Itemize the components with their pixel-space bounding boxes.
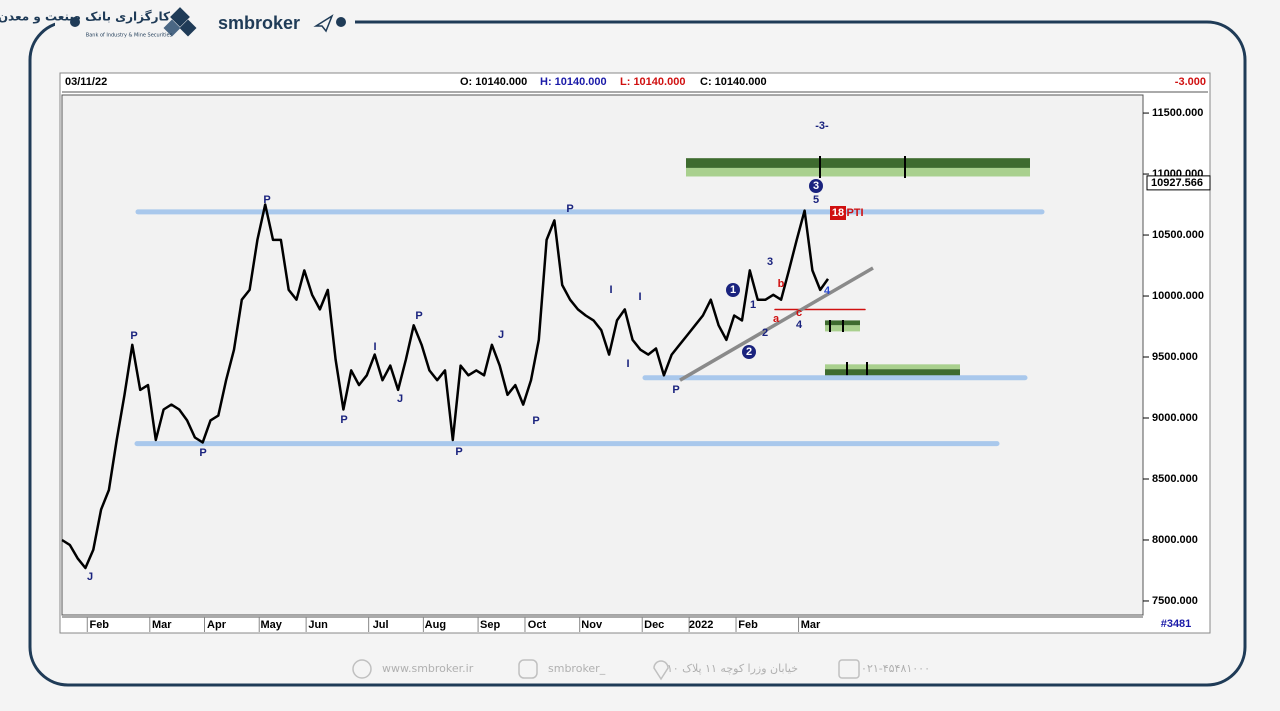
wave-label: P	[566, 203, 573, 215]
wave-label: P	[415, 310, 422, 322]
instagram: smbroker_	[548, 662, 606, 675]
frame-dot	[336, 17, 346, 27]
wave-label: 3	[767, 256, 773, 268]
chart-date: 03/11/22	[65, 76, 107, 88]
x-tick-label: Mar	[152, 619, 172, 631]
wave-label: 1	[730, 284, 736, 296]
x-tick-label: Sep	[480, 619, 500, 631]
wave-label: 18	[832, 207, 844, 219]
x-tick-label: Feb	[738, 619, 758, 631]
web-icon	[352, 659, 372, 679]
phone: ۰۲۱-۴۵۴۸۱۰۰۰	[861, 662, 930, 675]
instagram-icon	[518, 659, 538, 679]
wave-label: P	[672, 384, 679, 396]
wave-label: P	[455, 446, 462, 458]
frame-dot	[70, 17, 80, 27]
x-tick-label: Dec	[644, 619, 664, 631]
y-tick-label: 9000.000	[1152, 412, 1198, 424]
x-tick-label: Jul	[373, 619, 389, 631]
zone	[825, 364, 960, 370]
brand-english: Bank of Industry & Mine Securities	[86, 33, 173, 39]
trend-line	[679, 266, 874, 382]
y-tick-label: 11500.000	[1152, 107, 1203, 119]
zone	[686, 167, 1030, 177]
brand-plane	[313, 14, 334, 33]
ohlc-value: L: 10140.000	[620, 76, 685, 88]
address: خیابان وزرا کوچه ۱۱ پلاک ۱۰	[667, 662, 798, 675]
wave-label: I	[373, 341, 376, 353]
wave-label: 2	[762, 327, 768, 339]
website: www.smbroker.ir	[382, 662, 474, 675]
x-tick-label: Aug	[425, 619, 446, 631]
y-tick-label: 10500.000	[1152, 229, 1204, 241]
wave-label: J	[397, 393, 403, 405]
label-box	[830, 206, 846, 220]
wave-label: 1	[750, 299, 756, 311]
plot-area	[61, 94, 1144, 616]
x-tick-label: Nov	[581, 619, 603, 631]
wave-label: P	[130, 330, 137, 342]
wave-label: 3	[813, 180, 819, 192]
wave-label: P	[532, 415, 539, 427]
wave-label: a	[773, 313, 780, 325]
last-price-box	[1146, 175, 1211, 191]
wave-label: P	[340, 414, 347, 426]
wave-label: 5	[813, 194, 819, 206]
bar-count: #3481	[1161, 618, 1192, 630]
y-tick-label: 8000.000	[1152, 534, 1198, 546]
wave-circle	[726, 283, 740, 297]
zone	[686, 158, 1030, 168]
x-tick-label: Jun	[308, 619, 328, 631]
wave-label: I	[638, 291, 641, 303]
x-tick-label: Apr	[207, 619, 227, 631]
y-tick-label: 9500.000	[1152, 351, 1198, 363]
wave-label: b	[778, 278, 785, 290]
ohlc-value: C: 10140.000	[700, 76, 767, 88]
wave-label: c	[796, 307, 802, 319]
wave-label: PTI	[846, 207, 863, 219]
y-tick-label: 8500.000	[1152, 473, 1198, 485]
ohlc-value: O: 10140.000	[460, 76, 527, 88]
wave-label: 2	[746, 346, 752, 358]
wave-circle	[742, 345, 756, 359]
x-tick-label: Feb	[89, 619, 109, 631]
zone	[825, 369, 960, 377]
wave-label: J	[87, 571, 93, 583]
phone-icon	[838, 659, 860, 679]
location-icon	[653, 660, 669, 681]
wave-label: P	[199, 447, 206, 459]
x-tick-label: 2022	[689, 619, 713, 631]
wave-label: P	[263, 194, 270, 206]
y-tick-label: 10000.000	[1152, 290, 1204, 302]
x-tick-label: Oct	[528, 619, 547, 631]
x-tick-label: Mar	[801, 619, 821, 631]
wave-label: 4	[796, 319, 803, 331]
last-price: 10927.566	[1151, 177, 1203, 189]
header-backdrop	[55, 5, 355, 41]
footer: www.smbroker.ir smbroker_ خیابان وزرا کو…	[352, 659, 930, 681]
wave-label: -3-	[815, 120, 829, 132]
wave-label: J	[498, 329, 504, 341]
wave-label: I	[626, 358, 629, 370]
price-line	[61, 203, 830, 570]
ohlc-value: H: 10140.000	[540, 76, 607, 88]
change: -3.000	[1175, 76, 1206, 88]
wave-label: 4	[824, 285, 831, 297]
brand-name: smbroker	[218, 13, 300, 33]
wave-circle	[809, 179, 823, 193]
y-tick-label: 7500.000	[1152, 595, 1198, 607]
wave-label: I	[609, 284, 612, 296]
x-tick-label: May	[261, 619, 283, 631]
brand-persian: کارگزاری بانک صنعت و معدن	[0, 10, 170, 25]
